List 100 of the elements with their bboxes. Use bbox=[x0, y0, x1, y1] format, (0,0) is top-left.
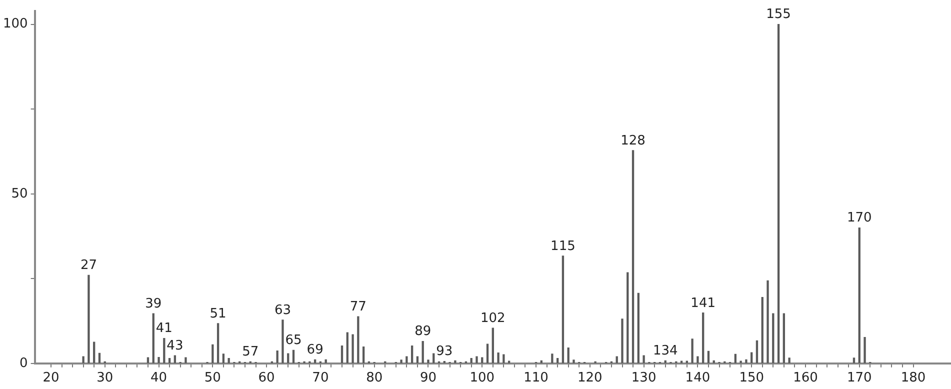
bar bbox=[761, 296, 764, 364]
annotation: 170 bbox=[846, 210, 872, 226]
x-tick-label: 20 bbox=[42, 370, 60, 386]
y-tick-label: 100 bbox=[2, 16, 28, 32]
bar bbox=[497, 352, 500, 364]
bar bbox=[340, 345, 344, 364]
bar bbox=[745, 359, 748, 364]
annotation: 77 bbox=[350, 299, 366, 314]
bar bbox=[287, 353, 290, 364]
bar bbox=[454, 360, 456, 364]
x-tick-label: 160 bbox=[793, 370, 818, 386]
bar bbox=[756, 340, 758, 364]
bar bbox=[858, 227, 860, 364]
bar bbox=[88, 274, 90, 364]
bar bbox=[750, 352, 753, 364]
x-tick-label: 60 bbox=[258, 370, 275, 386]
x-tick-label: 120 bbox=[578, 370, 602, 386]
annotation: 102 bbox=[480, 311, 506, 326]
y-tick-label: 50 bbox=[11, 186, 28, 202]
annotation: 128 bbox=[620, 133, 646, 148]
bar bbox=[621, 318, 624, 364]
bar bbox=[476, 356, 478, 364]
x-tick-label: 180 bbox=[900, 370, 926, 386]
bar bbox=[680, 360, 683, 364]
x-tick-label: 70 bbox=[312, 370, 329, 386]
bar bbox=[352, 334, 354, 364]
bar bbox=[163, 338, 166, 364]
bar bbox=[702, 312, 704, 364]
bar bbox=[216, 323, 220, 364]
bar bbox=[276, 350, 278, 364]
annotation: 89 bbox=[414, 324, 432, 340]
bar bbox=[707, 350, 710, 364]
bar bbox=[772, 313, 774, 364]
bar bbox=[788, 358, 790, 364]
annotation: 93 bbox=[436, 344, 453, 360]
annotation: 115 bbox=[550, 238, 576, 254]
x-tick-label: 150 bbox=[739, 370, 764, 386]
bar bbox=[406, 356, 408, 364]
bar bbox=[734, 354, 737, 364]
bar bbox=[400, 360, 402, 364]
bar bbox=[740, 360, 742, 364]
bar bbox=[82, 356, 84, 364]
bar bbox=[691, 338, 694, 364]
bar bbox=[228, 358, 230, 364]
annotation: 27 bbox=[80, 258, 97, 274]
bar bbox=[572, 360, 575, 364]
bar bbox=[508, 360, 510, 364]
annotation: 51 bbox=[210, 306, 226, 322]
bar bbox=[98, 352, 101, 364]
x-tick-label: 90 bbox=[420, 370, 437, 386]
bar bbox=[486, 344, 489, 364]
bar bbox=[212, 344, 214, 364]
bar bbox=[282, 320, 284, 364]
bar bbox=[346, 332, 348, 364]
bar bbox=[184, 357, 187, 364]
bar bbox=[864, 336, 866, 364]
bar bbox=[93, 342, 96, 364]
x-tick-label: 80 bbox=[366, 370, 383, 386]
bar bbox=[492, 328, 494, 364]
bar bbox=[777, 24, 780, 364]
annotation: 134 bbox=[652, 344, 678, 359]
bar bbox=[502, 354, 505, 364]
bar bbox=[852, 358, 856, 364]
bar bbox=[632, 150, 634, 364]
bar bbox=[696, 356, 699, 364]
annotation: 39 bbox=[145, 296, 162, 312]
bar bbox=[642, 355, 645, 364]
annotation: 155 bbox=[766, 7, 791, 22]
bar bbox=[432, 353, 435, 364]
bar bbox=[422, 341, 424, 364]
x-tick-label: 130 bbox=[631, 370, 656, 386]
bar bbox=[410, 345, 414, 364]
bar bbox=[357, 316, 360, 364]
bar bbox=[626, 272, 629, 364]
bar bbox=[637, 292, 640, 364]
bar bbox=[766, 280, 769, 364]
bar bbox=[567, 347, 570, 364]
bar bbox=[427, 360, 430, 364]
bar bbox=[686, 360, 688, 364]
annotation: 65 bbox=[285, 333, 302, 348]
x-tick-label: 40 bbox=[150, 370, 168, 386]
bar bbox=[292, 350, 295, 364]
bar bbox=[158, 356, 160, 364]
x-tick-label: 110 bbox=[524, 370, 548, 386]
x-tick-label: 170 bbox=[846, 370, 872, 386]
x-tick-label: 140 bbox=[685, 370, 710, 386]
annotation: 69 bbox=[306, 342, 324, 358]
bar bbox=[562, 256, 564, 364]
bar bbox=[222, 354, 225, 364]
x-tick-label: 50 bbox=[204, 370, 221, 386]
bar bbox=[551, 354, 554, 364]
bar bbox=[152, 313, 154, 364]
annotation: 63 bbox=[274, 302, 291, 318]
annotation: 43 bbox=[166, 338, 184, 354]
bar bbox=[362, 346, 365, 364]
annotation: 41 bbox=[156, 321, 172, 336]
annotation: 141 bbox=[690, 296, 716, 311]
annotation: 57 bbox=[242, 344, 259, 360]
bar bbox=[782, 313, 786, 364]
y-tick-label: 0 bbox=[20, 356, 28, 371]
